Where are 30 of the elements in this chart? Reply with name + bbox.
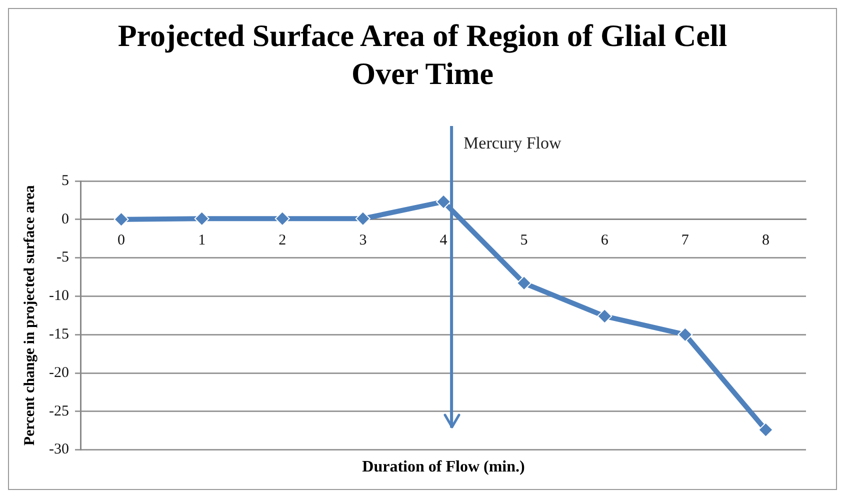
ref-line-label: Mercury Flow — [464, 133, 562, 152]
point — [436, 194, 451, 210]
y-tick-label: -30 — [48, 442, 69, 458]
chart-title: Projected Surface Area of Region of Glial Cell Over Time — [116, 17, 728, 93]
x-tick-label: 8 — [762, 232, 770, 248]
y-axis-title: Percent change in projected surface area — [22, 184, 38, 446]
x-tick-label: 0 — [118, 232, 126, 248]
point — [114, 212, 129, 227]
x-tick-label: 7 — [681, 232, 690, 248]
y-tick-label: -10 — [48, 288, 69, 304]
x-tick-label: 2 — [278, 232, 286, 248]
point — [758, 422, 774, 438]
point — [516, 276, 532, 291]
point — [274, 211, 290, 226]
y-tick-label: 5 — [61, 172, 69, 189]
point — [678, 327, 693, 342]
point — [355, 211, 370, 226]
y-tick-label: -15 — [48, 326, 69, 343]
x-tick-label: 6 — [600, 232, 609, 248]
point — [597, 308, 612, 324]
x-axis-title: Duration of Flow (min.) — [362, 458, 525, 476]
y-tick-label: -20 — [48, 364, 69, 381]
y-tick-label: -5 — [56, 250, 69, 266]
x-tick-label: 4 — [440, 232, 448, 248]
point — [194, 211, 210, 226]
x-tick-label: 1 — [198, 232, 206, 248]
x-tick-label: 5 — [520, 232, 528, 248]
x-tick-label: 3 — [359, 232, 367, 248]
y-tick-label: -25 — [48, 403, 69, 420]
y-tick-label: 0 — [61, 211, 69, 228]
